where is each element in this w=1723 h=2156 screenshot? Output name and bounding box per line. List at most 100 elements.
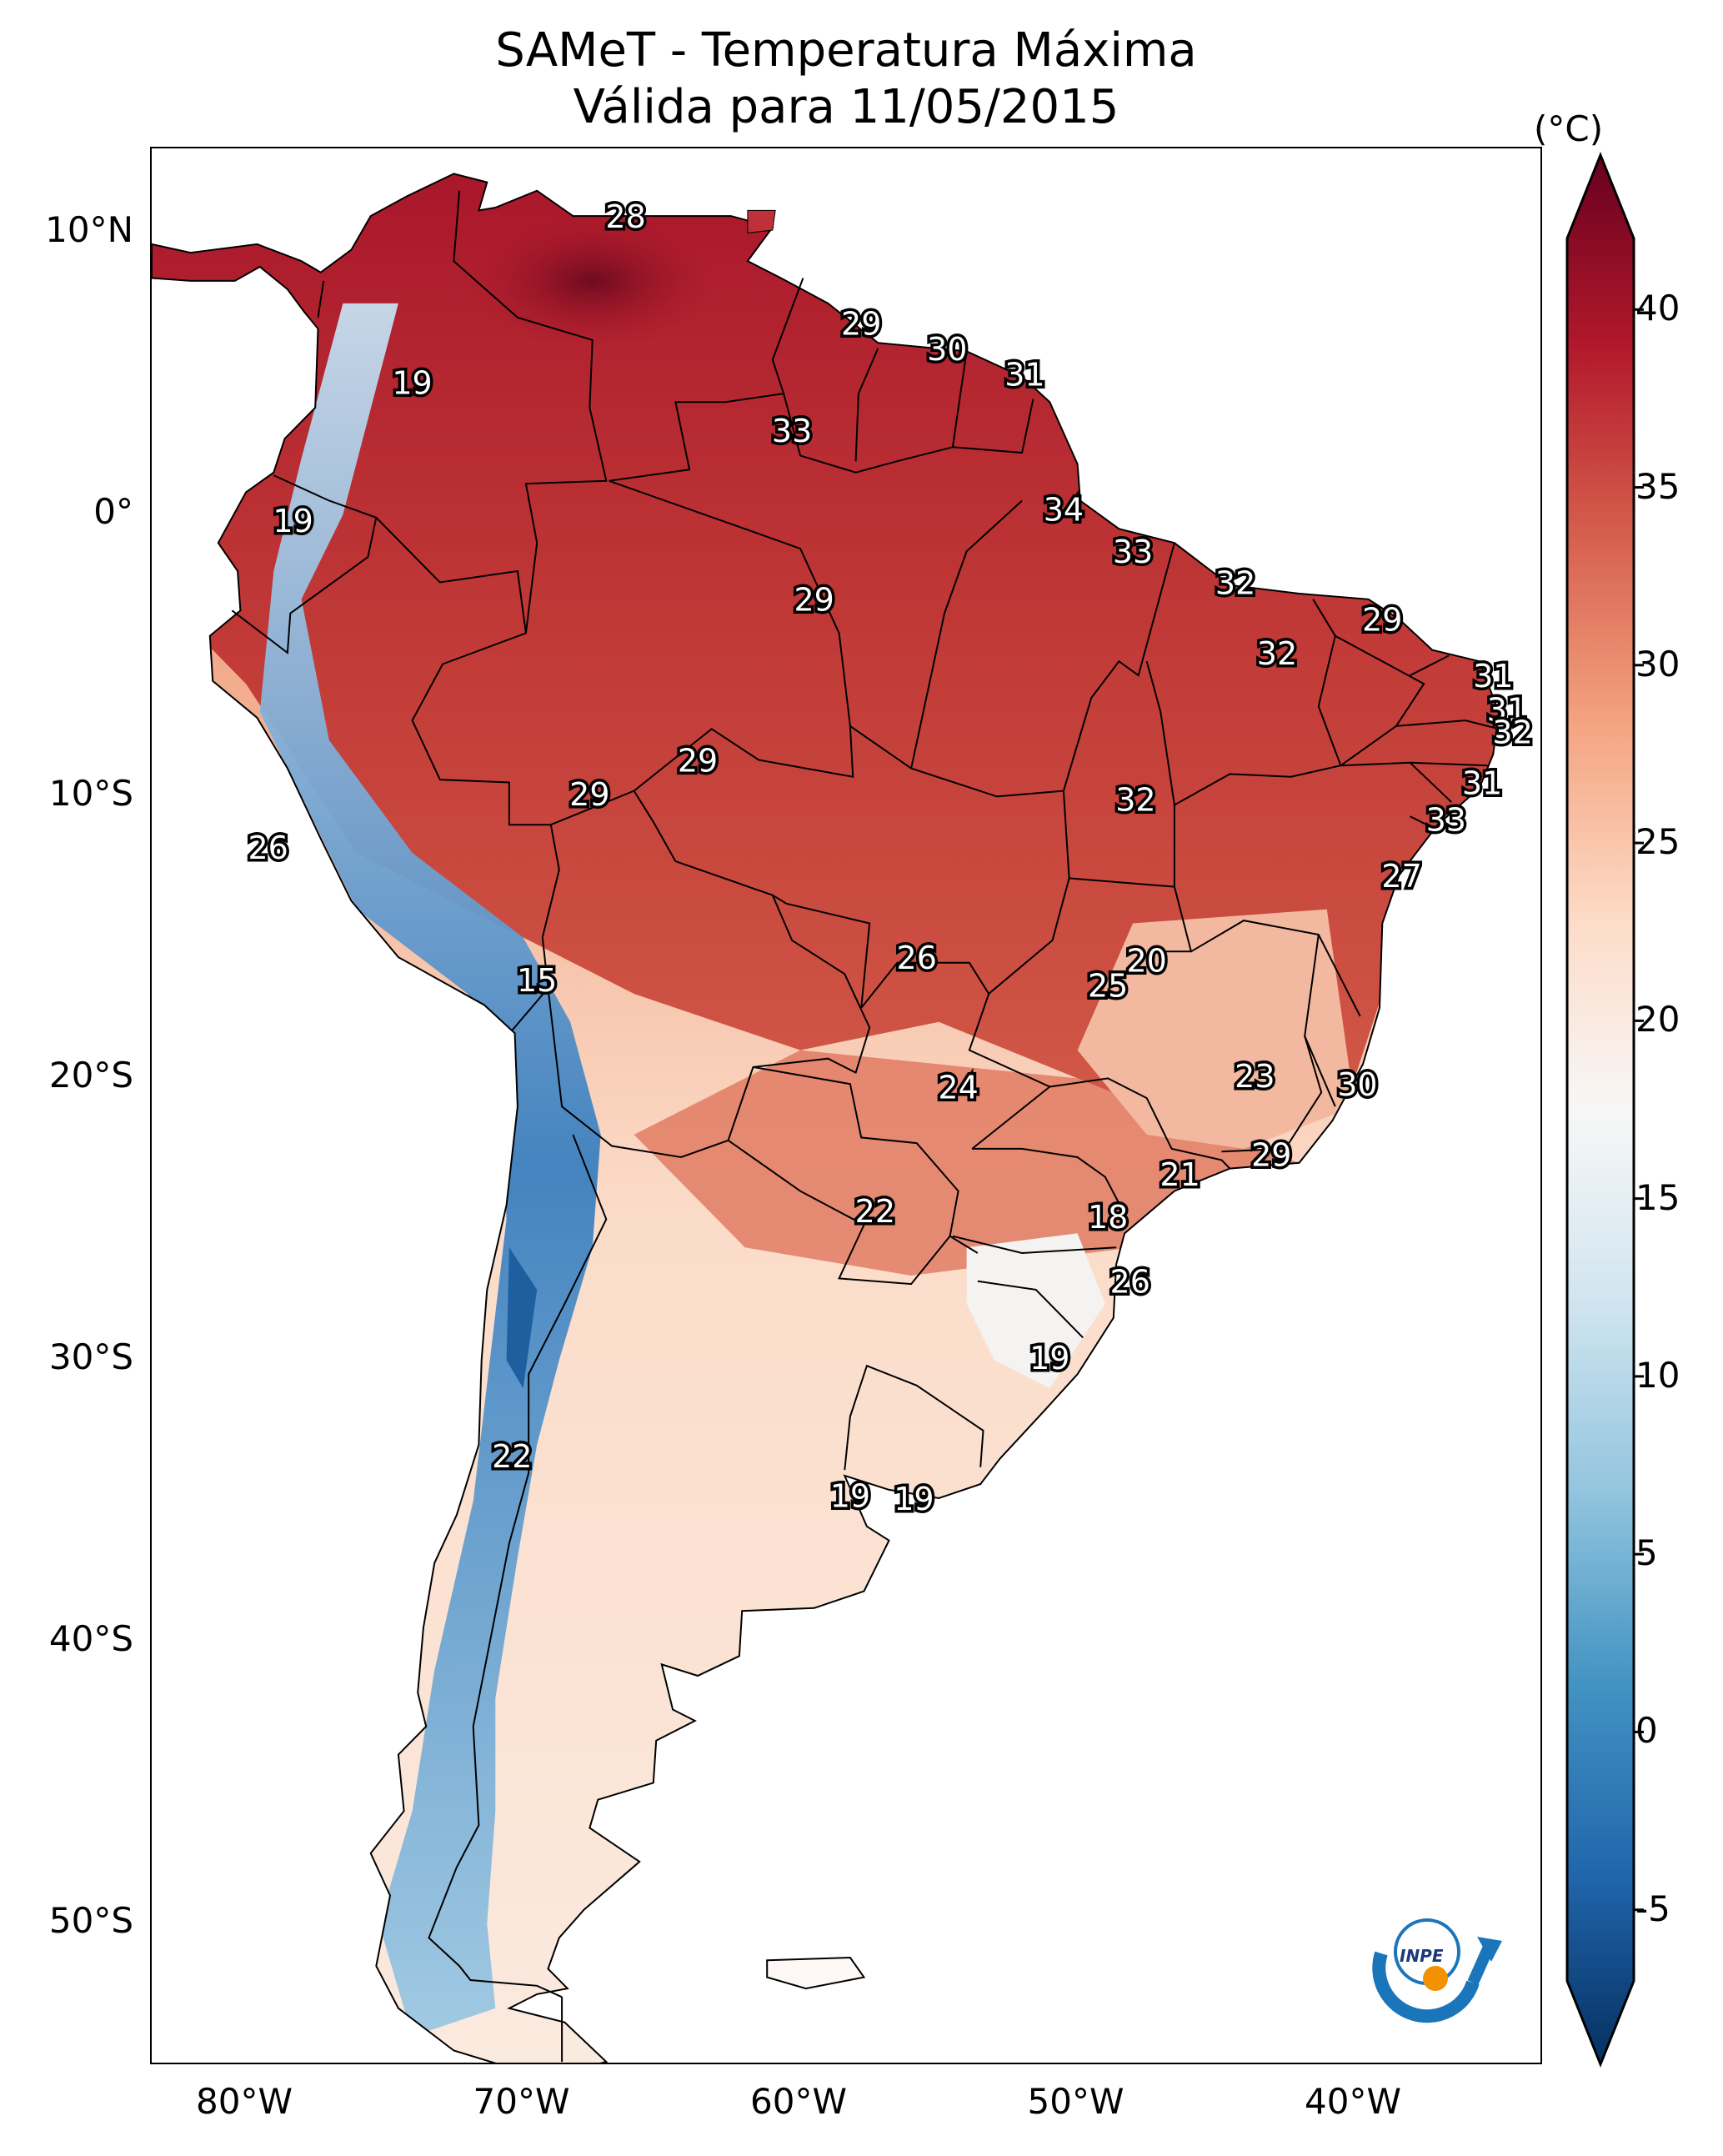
trinidad-island <box>747 209 776 233</box>
border-line <box>772 894 871 1008</box>
border-line <box>609 278 804 482</box>
temperature-label: 26 <box>248 830 288 866</box>
temperature-label: 29 <box>841 305 881 342</box>
border-line <box>849 725 1064 798</box>
colorbar-tick-label: 25 <box>1635 821 1680 863</box>
temperature-label: 20 <box>1126 942 1166 979</box>
latitude-label: 50°S <box>48 1900 133 1942</box>
border-line <box>547 790 871 1159</box>
temperature-label: 31 <box>1487 692 1527 729</box>
border-line <box>1049 1077 1231 1170</box>
border-line <box>1335 634 1425 767</box>
border-line <box>1062 542 1175 791</box>
highlands-zone <box>1077 909 1355 1149</box>
temperature-label: 29 <box>569 776 609 813</box>
temperature-label: 33 <box>1426 801 1466 838</box>
border-line <box>844 1364 984 1471</box>
latitude-label: 20°S <box>48 1055 133 1096</box>
southern-brazil-cool-zone <box>966 1233 1105 1389</box>
latitude-label: 10°N <box>45 209 133 251</box>
temperature-label: 25 <box>1088 968 1128 1005</box>
longitude-label: 60°W <box>750 2081 848 2122</box>
temperature-label: 15 <box>517 962 557 999</box>
temperature-label: 22 <box>855 1193 895 1230</box>
border-line <box>1069 877 1193 969</box>
temperature-label: 19 <box>273 503 313 539</box>
temperature-label: 30 <box>1337 1066 1377 1103</box>
colorbar-unit: (°C) <box>1534 108 1604 149</box>
colorbar <box>1565 151 1644 2068</box>
temperature-label: 31 <box>1004 356 1044 393</box>
border-line <box>1409 762 1453 803</box>
colorbar-tick-label: 30 <box>1635 643 1680 684</box>
coastline <box>152 173 1500 2063</box>
longitude-label: 40°W <box>1305 2081 1402 2122</box>
temperature-label: 29 <box>794 582 834 619</box>
border-line <box>1190 920 1361 1017</box>
temperature-label: 32 <box>1257 635 1297 672</box>
colorbar-tick-label: 0 <box>1635 1710 1658 1752</box>
latitude-label: 30°S <box>48 1336 133 1378</box>
longitude-label: 80°W <box>196 2081 293 2122</box>
border-line <box>860 961 990 1009</box>
temperature-label: 21 <box>1160 1156 1200 1193</box>
temperature-label: 33 <box>1113 534 1153 570</box>
temperature-label: 24 <box>938 1069 978 1106</box>
border-line <box>1410 815 1439 831</box>
latitude-label: 40°S <box>48 1618 133 1660</box>
temperature-label: 26 <box>1110 1264 1150 1301</box>
falkland-islands <box>766 1956 866 1990</box>
map-subtitle: Válida para 11/05/2015 <box>573 80 1119 134</box>
colorbar-tick-label: 20 <box>1635 999 1680 1040</box>
temperature-label: 34 <box>1044 492 1084 529</box>
temperature-label: 31 <box>1462 765 1502 801</box>
colorbar-tick-label: 10 <box>1635 1354 1680 1396</box>
andes-cold-band <box>259 303 601 2037</box>
temperature-label: 33 <box>772 413 812 449</box>
border-line <box>453 190 608 634</box>
longitude-label: 70°W <box>473 2081 570 2122</box>
colorbar-tick-label: 40 <box>1635 288 1680 329</box>
colorbar-tick-label: 5 <box>1635 1532 1658 1574</box>
border-line <box>910 499 1023 769</box>
temperature-label: 26 <box>897 940 937 976</box>
border-line <box>949 1235 979 1254</box>
latitude-label: 0° <box>93 491 133 533</box>
border-line <box>972 1147 1129 1220</box>
temperature-label: 32 <box>1115 782 1155 819</box>
border-line <box>1410 654 1450 676</box>
temperature-label: 31 <box>1473 658 1513 694</box>
border-line <box>428 1134 608 1998</box>
temperature-label: 18 <box>1088 1199 1128 1236</box>
temperature-label: 19 <box>392 364 432 401</box>
temperature-label: 19 <box>830 1478 870 1515</box>
hot-core <box>467 213 718 348</box>
map-title: SAMeT - Temperatura Máxima <box>495 23 1197 78</box>
temperature-label: 22 <box>492 1438 532 1475</box>
border-line <box>952 1235 1117 1255</box>
latitude-label: 10°S <box>48 773 133 815</box>
temperature-label: 29 <box>1362 601 1402 638</box>
border-line <box>951 351 1034 454</box>
map-frame: 28 19 29 30 31 33 19 34 33 29 32 29 32 31 31 32 29 29 32 31… <box>150 147 1542 2064</box>
border-line <box>977 1280 1084 1339</box>
border-line <box>1221 1035 1323 1153</box>
temperature-label: 28 <box>605 198 645 235</box>
inpe-logo: INPE <box>1372 1918 1502 2023</box>
border-line <box>854 348 879 462</box>
border-line <box>317 280 325 318</box>
temperature-label: 30 <box>927 331 967 368</box>
inpe-logo-text: INPE <box>1400 1946 1444 1966</box>
temperature-label: 27 <box>1381 858 1421 895</box>
temperature-label: 29 <box>678 742 718 779</box>
temperature-label: 29 <box>1251 1137 1291 1174</box>
temperature-label: 32 <box>1215 564 1255 601</box>
temperature-label: 32 <box>1492 714 1532 751</box>
colorbar-tick-label: 15 <box>1635 1176 1680 1218</box>
border-line <box>1395 720 1500 730</box>
andes-coldest-zone <box>506 1247 538 1389</box>
temperature-label: 23 <box>1235 1058 1275 1095</box>
colorbar-tick-label: -5 <box>1635 1888 1670 1929</box>
